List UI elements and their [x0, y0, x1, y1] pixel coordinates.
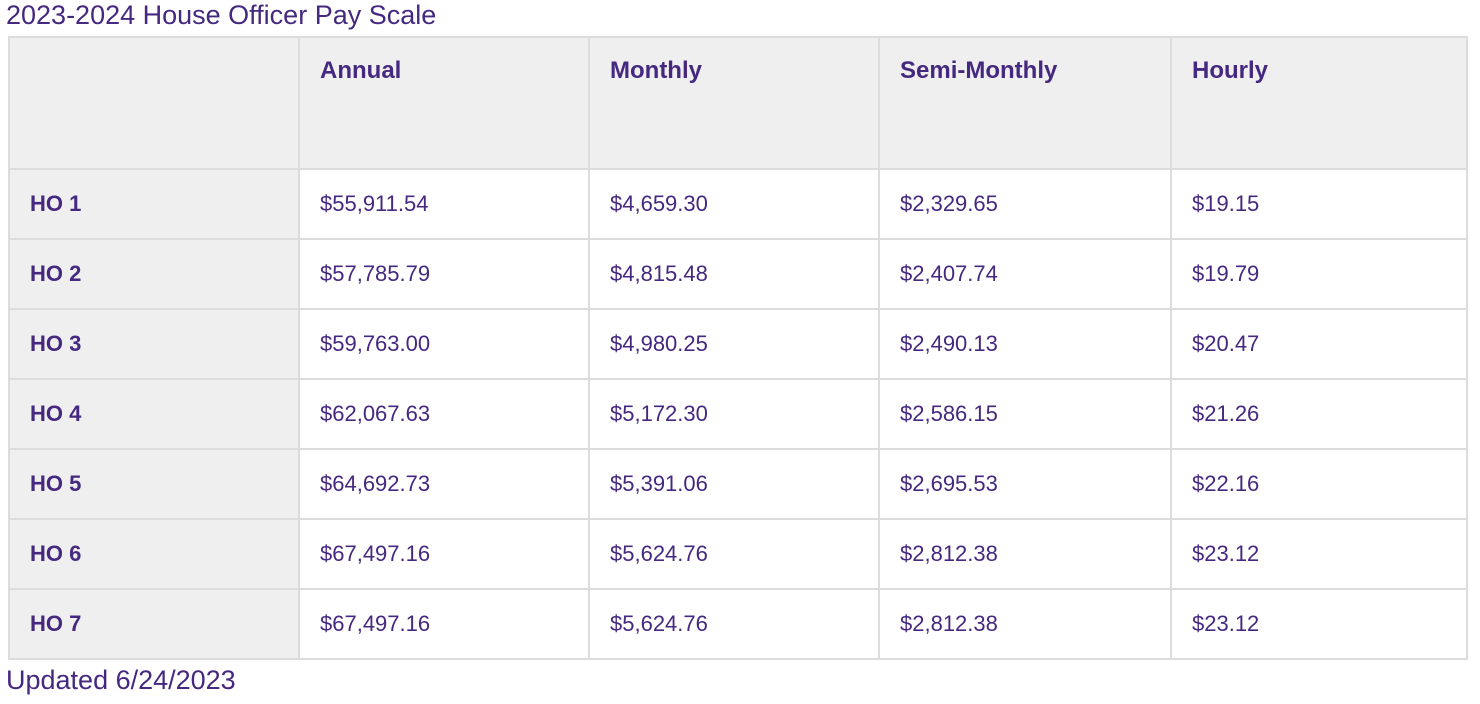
cell-monthly: $4,980.25 — [588, 308, 880, 380]
cell-hourly: $19.79 — [1170, 238, 1468, 310]
pay-scale-table: Annual Monthly Semi-Monthly Hourly HO 1 … — [8, 36, 1468, 660]
row-label: HO 2 — [8, 238, 300, 310]
table-row-ho5: HO 5 $64,692.73 $5,391.06 $2,695.53 $22.… — [8, 448, 1468, 520]
cell-annual: $67,497.16 — [298, 588, 590, 660]
cell-monthly: $4,659.30 — [588, 168, 880, 240]
page-title: 2023-2024 House Officer Pay Scale — [6, 0, 437, 30]
column-header-monthly: Monthly — [588, 36, 880, 170]
header-corner-cell — [8, 36, 300, 170]
table-row-ho4: HO 4 $62,067.63 $5,172.30 $2,586.15 $21.… — [8, 378, 1468, 450]
table-row-ho6: HO 6 $67,497.16 $5,624.76 $2,812.38 $23.… — [8, 518, 1468, 590]
row-label: HO 4 — [8, 378, 300, 450]
row-label: HO 1 — [8, 168, 300, 240]
cell-hourly: $21.26 — [1170, 378, 1468, 450]
updated-date: Updated 6/24/2023 — [6, 665, 236, 695]
cell-annual: $59,763.00 — [298, 308, 590, 380]
table-row-ho3: HO 3 $59,763.00 $4,980.25 $2,490.13 $20.… — [8, 308, 1468, 380]
cell-semi-monthly: $2,407.74 — [878, 238, 1172, 310]
cell-monthly: $5,391.06 — [588, 448, 880, 520]
column-header-semi-monthly: Semi-Monthly — [878, 36, 1172, 170]
column-header-hourly: Hourly — [1170, 36, 1468, 170]
table-row-ho2: HO 2 $57,785.79 $4,815.48 $2,407.74 $19.… — [8, 238, 1468, 310]
cell-hourly: $19.15 — [1170, 168, 1468, 240]
cell-semi-monthly: $2,490.13 — [878, 308, 1172, 380]
row-label: HO 5 — [8, 448, 300, 520]
cell-semi-monthly: $2,329.65 — [878, 168, 1172, 240]
cell-hourly: $23.12 — [1170, 518, 1468, 590]
header-row: Annual Monthly Semi-Monthly Hourly — [8, 36, 1468, 170]
cell-hourly: $22.16 — [1170, 448, 1468, 520]
cell-monthly: $5,624.76 — [588, 588, 880, 660]
cell-monthly: $5,624.76 — [588, 518, 880, 590]
row-label: HO 7 — [8, 588, 300, 660]
cell-annual: $67,497.16 — [298, 518, 590, 590]
cell-semi-monthly: $2,812.38 — [878, 588, 1172, 660]
cell-hourly: $20.47 — [1170, 308, 1468, 380]
cell-monthly: $5,172.30 — [588, 378, 880, 450]
cell-annual: $64,692.73 — [298, 448, 590, 520]
table-row-ho7: HO 7 $67,497.16 $5,624.76 $2,812.38 $23.… — [8, 588, 1468, 660]
cell-hourly: $23.12 — [1170, 588, 1468, 660]
table-row-ho1: HO 1 $55,911.54 $4,659.30 $2,329.65 $19.… — [8, 168, 1468, 240]
cell-semi-monthly: $2,695.53 — [878, 448, 1172, 520]
row-label: HO 3 — [8, 308, 300, 380]
cell-semi-monthly: $2,586.15 — [878, 378, 1172, 450]
cell-annual: $62,067.63 — [298, 378, 590, 450]
cell-monthly: $4,815.48 — [588, 238, 880, 310]
cell-annual: $57,785.79 — [298, 238, 590, 310]
column-header-annual: Annual — [298, 36, 590, 170]
cell-semi-monthly: $2,812.38 — [878, 518, 1172, 590]
row-label: HO 6 — [8, 518, 300, 590]
cell-annual: $55,911.54 — [298, 168, 590, 240]
